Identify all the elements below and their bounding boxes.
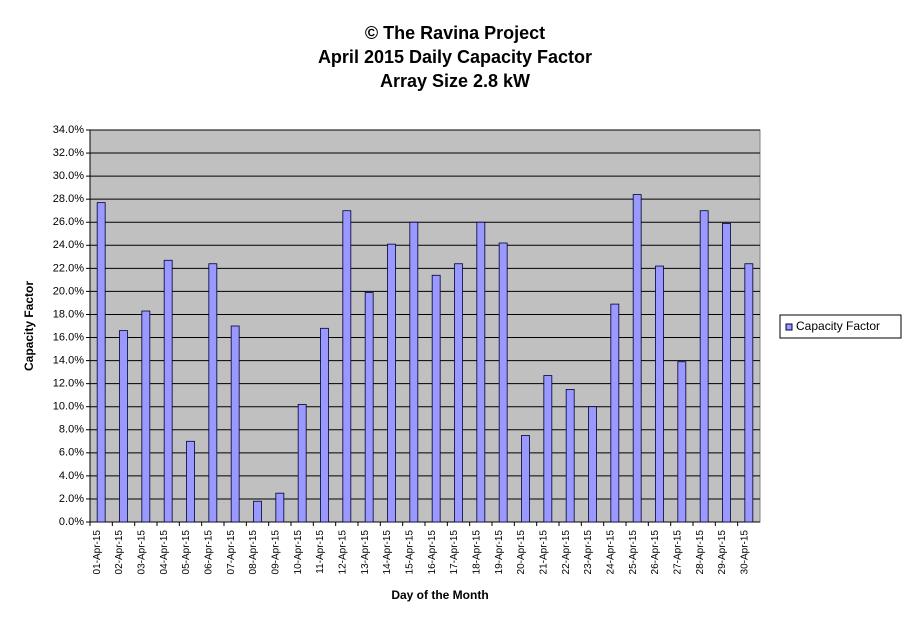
x-tick-label: 03-Apr-15 — [136, 530, 147, 575]
y-tick-label: 10.0% — [53, 401, 84, 413]
bar — [342, 210, 352, 523]
bar — [163, 259, 173, 523]
x-tick-label: 06-Apr-15 — [203, 530, 214, 575]
x-tick-label: 02-Apr-15 — [114, 530, 125, 575]
x-tick-label: 13-Apr-15 — [360, 530, 371, 575]
bar — [253, 500, 262, 523]
x-tick-label: 01-Apr-15 — [92, 530, 103, 575]
bar — [186, 440, 195, 523]
y-tick-label: 32.0% — [53, 147, 84, 159]
bar — [208, 263, 218, 523]
x-tick-label: 08-Apr-15 — [248, 530, 259, 575]
bar — [141, 310, 151, 523]
x-tick-label: 11-Apr-15 — [315, 530, 326, 574]
chart-title: Array Size 2.8 kW — [380, 71, 530, 91]
bar — [722, 222, 731, 523]
x-tick-label: 07-Apr-15 — [226, 530, 237, 575]
y-tick-label: 20.0% — [53, 285, 84, 297]
x-tick-label: 19-Apr-15 — [494, 530, 505, 575]
x-axis-title: Day of the Month — [391, 588, 488, 602]
x-tick-label: 05-Apr-15 — [181, 530, 192, 575]
y-tick-label: 26.0% — [53, 216, 84, 228]
x-tick-label: 09-Apr-15 — [270, 530, 281, 575]
bar — [275, 492, 285, 523]
y-tick-label: 0.0% — [59, 516, 84, 528]
x-tick-label: 27-Apr-15 — [672, 530, 683, 575]
x-tick-label: 23-Apr-15 — [583, 530, 594, 575]
y-tick-label: 34.0% — [53, 124, 84, 136]
x-tick-label: 10-Apr-15 — [293, 530, 304, 575]
x-tick-label: 20-Apr-15 — [516, 530, 527, 575]
y-tick-label: 14.0% — [53, 354, 84, 366]
chart-title: April 2015 Daily Capacity Factor — [318, 47, 592, 67]
bar — [409, 221, 419, 523]
x-tick-label: 18-Apr-15 — [471, 530, 482, 575]
legend-swatch — [785, 323, 793, 331]
x-tick-label: 25-Apr-15 — [628, 530, 639, 575]
x-tick-label: 28-Apr-15 — [695, 530, 706, 575]
x-tick-label: 30-Apr-15 — [739, 530, 750, 575]
legend-label: Capacity Factor — [796, 319, 880, 333]
bar — [677, 361, 687, 523]
bar — [387, 243, 396, 523]
y-tick-label: 8.0% — [59, 424, 84, 436]
x-tick-label: 22-Apr-15 — [561, 530, 572, 575]
y-tick-label: 30.0% — [53, 170, 84, 182]
x-tick-label: 12-Apr-15 — [337, 530, 348, 575]
x-tick-label: 26-Apr-15 — [650, 530, 661, 575]
legend-box — [779, 314, 902, 339]
y-tick-label: 4.0% — [59, 470, 84, 482]
y-tick-label: 18.0% — [53, 308, 84, 320]
bar — [498, 242, 508, 523]
bar — [96, 202, 106, 523]
plot-area — [89, 129, 761, 523]
y-tick-label: 12.0% — [53, 378, 84, 390]
bar — [119, 330, 128, 523]
bar — [632, 194, 642, 523]
bar — [744, 263, 754, 523]
x-tick-label: 24-Apr-15 — [605, 530, 616, 575]
y-tick-label: 28.0% — [53, 193, 84, 205]
y-tick-label: 2.0% — [59, 493, 84, 505]
bar — [297, 403, 307, 523]
y-axis-title: Capacity Factor — [22, 281, 36, 371]
x-tick-label: 14-Apr-15 — [382, 530, 393, 575]
bar — [699, 210, 709, 523]
bar — [565, 389, 575, 523]
x-tick-label: 21-Apr-15 — [538, 530, 549, 575]
y-tick-label: 24.0% — [53, 239, 84, 251]
x-tick-label: 16-Apr-15 — [427, 530, 438, 575]
y-tick-label: 16.0% — [53, 331, 84, 343]
x-tick-label: 29-Apr-15 — [717, 530, 728, 575]
x-tick-label: 04-Apr-15 — [159, 530, 170, 575]
y-tick-label: 22.0% — [53, 262, 84, 274]
chart-title: © The Ravina Project — [365, 23, 545, 43]
bar — [454, 263, 463, 523]
bar — [543, 375, 553, 523]
bar — [230, 325, 240, 523]
bar — [431, 274, 441, 523]
bar — [320, 327, 329, 523]
bar — [521, 435, 530, 523]
x-tick-label: 15-Apr-15 — [404, 530, 415, 575]
y-tick-label: 6.0% — [59, 447, 84, 459]
bar — [588, 406, 597, 523]
bar — [476, 221, 486, 523]
bar — [655, 265, 664, 523]
bar — [610, 303, 620, 523]
x-tick-label: 17-Apr-15 — [449, 530, 460, 575]
bar — [364, 292, 374, 523]
